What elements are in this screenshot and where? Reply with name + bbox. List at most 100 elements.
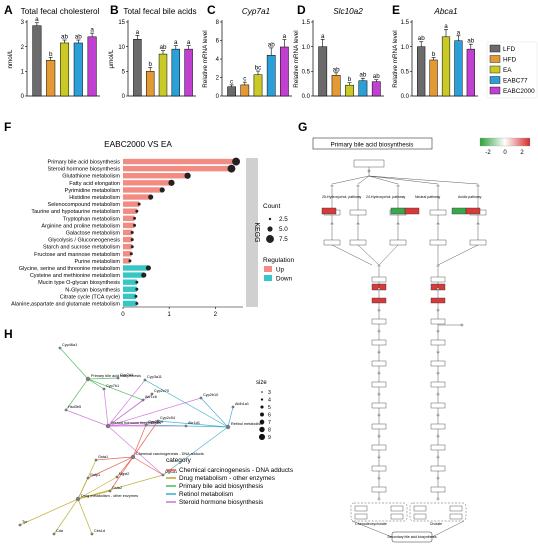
compound-node <box>476 184 480 188</box>
network-node-label: Cyp3a11 <box>147 375 162 379</box>
significance-letter: a <box>187 39 191 46</box>
bar-ea <box>441 36 451 97</box>
chart-title: Total fecal bile acids <box>123 7 196 16</box>
conjugation-loop <box>350 502 408 522</box>
regulation-legend-label: Down <box>276 275 293 282</box>
kegg-term-label: Fructose and mannose metabolism <box>34 252 120 258</box>
count-legend-dot <box>268 217 272 221</box>
y-axis-label: nmol/L <box>7 49 14 68</box>
bar-lfd <box>32 25 42 97</box>
kegg-bar <box>123 194 151 200</box>
network-node <box>150 392 154 396</box>
significance-letter: ab <box>418 35 426 42</box>
size-legend-dot <box>260 405 264 409</box>
network-edge <box>87 456 134 479</box>
significance-letter: b <box>148 61 152 68</box>
kegg-bar <box>123 222 135 229</box>
bar-ea <box>345 84 354 97</box>
y-tick-label: 5 <box>122 70 126 76</box>
network-node <box>116 376 120 380</box>
panel-label-g: G <box>298 120 307 134</box>
kegg-bar <box>123 173 188 179</box>
network-edge <box>53 498 79 535</box>
network-node-label: Gstp1 <box>90 473 100 477</box>
network-node-label: Chemical carcinogenesis - DNA adducts <box>136 452 204 456</box>
panel-label-b: B <box>110 3 119 17</box>
enzyme-box <box>430 465 446 472</box>
scale-tick-max: 2 <box>520 150 524 156</box>
reaction-arrow <box>357 175 370 185</box>
bar-eabc2000 <box>184 48 193 97</box>
size-legend-label: 5 <box>268 405 271 411</box>
kegg-term-label: Taurine and hypotaurine metabolism <box>31 209 120 215</box>
reaction-arrow <box>331 244 373 266</box>
y-tick-label: 1.0 <box>302 45 311 51</box>
network-edge <box>109 456 134 492</box>
y-tick-label: 4 <box>216 57 220 63</box>
network-edge <box>107 393 153 427</box>
bar-eabc77 <box>73 42 83 97</box>
kegg-bar <box>123 187 163 193</box>
network-node <box>156 419 160 423</box>
kegg-bar <box>123 258 130 264</box>
legend-label-ea: EA <box>503 67 512 74</box>
bar-ea <box>158 53 168 97</box>
kegg-term-label: Tryptophan metabolism <box>63 216 121 222</box>
network-node-label: Drug metabolism - other enzymes <box>81 494 138 498</box>
kegg-term-label: Glycolysis / Gluconeogenesis <box>48 238 120 244</box>
enzyme-box <box>371 276 387 283</box>
chart-title: Total fecal cholesterol <box>21 7 100 16</box>
kegg-count-dot <box>130 231 134 234</box>
compound-node <box>396 184 400 188</box>
network-node <box>144 423 148 427</box>
kegg-term-label: Alanine,aspartate and glutamate metaboli… <box>11 301 120 307</box>
kegg-term-label: Purine metabolism <box>74 259 120 265</box>
pathway-title-box <box>312 137 433 150</box>
regulation-legend-swatch <box>264 266 272 272</box>
significance-letter: c <box>230 78 233 85</box>
network-edge <box>162 426 229 476</box>
kegg-bar <box>123 243 133 250</box>
kegg-term-label: Galactose metabolism <box>66 231 121 237</box>
kegg-bar <box>123 208 137 214</box>
network-node-label: Ugt1a1 <box>165 470 177 474</box>
size-legend-label: 6 <box>268 413 271 419</box>
compound-node <box>436 497 440 501</box>
kegg-count-dot <box>135 209 139 213</box>
bar-ea <box>253 74 263 97</box>
count-legend-label: 5.0 <box>279 226 288 233</box>
size-legend-title: size <box>256 380 267 386</box>
network-node-label: Retinol metabolism <box>231 422 263 426</box>
enzyme-box <box>404 207 420 215</box>
panel-label-c: C <box>207 3 216 17</box>
network-edge <box>95 456 134 461</box>
network-node <box>58 346 62 350</box>
kegg-term-label: Glutathione metabolism <box>62 174 120 180</box>
significance-letter: ab <box>467 38 475 45</box>
significance-letter: c <box>243 76 246 83</box>
network-node <box>108 489 112 493</box>
category-legend-label: Steroid hormone biosynthesis <box>179 499 263 506</box>
y-tick-label: 1 <box>21 70 25 76</box>
group-legend: LFD HFD EA EABC77 EABC2000 <box>486 41 538 99</box>
enzyme-box <box>429 209 447 216</box>
kegg-count-dot <box>128 259 132 263</box>
bar-eabc2000 <box>371 81 381 97</box>
significance-letter: b <box>432 51 436 58</box>
bar-lfd <box>417 46 426 97</box>
chart-title: Abca1 <box>433 7 457 16</box>
network-edge <box>227 406 234 428</box>
y-tick-label: 2 <box>216 76 220 82</box>
kegg-bar <box>123 272 144 278</box>
enzyme-box <box>430 381 446 388</box>
reaction-arrow <box>368 175 399 185</box>
enzyme-box <box>430 402 446 409</box>
legend-swatch-eabc77 <box>489 76 501 84</box>
y-tick-label: 6 <box>216 39 220 45</box>
reaction-arrow <box>431 520 465 538</box>
enzyme-box <box>323 239 341 246</box>
kegg-term-label: Citrate cycle (TCA cycle) <box>60 294 120 300</box>
kegg-x-tick-label: 2 <box>214 311 218 318</box>
